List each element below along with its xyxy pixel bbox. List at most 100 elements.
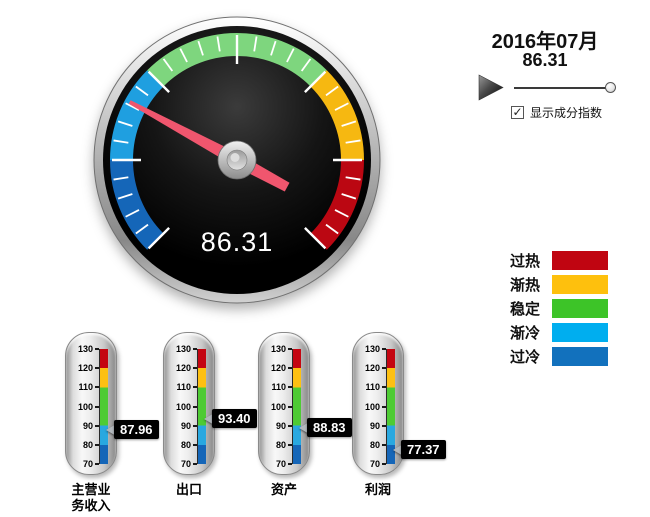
date-label: 2016年07月	[491, 31, 599, 53]
thermo-tick-label: 130	[175, 344, 191, 354]
thermo-zone-bar	[293, 349, 301, 464]
gauge-minor-tick	[300, 58, 312, 72]
gauge-zone	[310, 70, 364, 161]
gauge-minor-tick	[113, 176, 129, 181]
gauge-minor-tick	[117, 120, 133, 127]
thermo-axis	[99, 349, 100, 464]
thermo-tick-dash	[288, 443, 292, 446]
thermo-tick-label: 70	[82, 459, 93, 469]
thermo-tick-label: 100	[270, 401, 286, 412]
gauge-value: 86.31	[200, 227, 274, 257]
legend-row: 渐冷	[510, 322, 608, 342]
check-icon: ✓	[512, 105, 523, 119]
gauge-major-tick	[147, 70, 170, 93]
zone-legend: 过热渐热稳定渐冷过冷	[510, 250, 608, 370]
legend-color-swatch	[552, 322, 608, 342]
thermo-tick-label: 120	[364, 363, 380, 374]
gauge-minor-tick	[216, 36, 221, 52]
thermo-value-tooltip: 93.40	[212, 409, 257, 429]
gauge-minor-tick	[125, 102, 140, 111]
time-slider[interactable]	[514, 82, 616, 93]
thermo-tick-dash	[95, 386, 99, 389]
thermo-tick-dash	[288, 463, 292, 465]
thermo-tick-label: 110	[176, 382, 191, 393]
thermo-tick-label: 70	[369, 459, 380, 469]
index-value-label: 86.31	[522, 50, 568, 70]
gauge-major-tick	[147, 227, 170, 250]
hub-highlight	[230, 153, 240, 162]
thermo-tick-dash	[193, 463, 197, 465]
gauge-zone	[110, 70, 164, 161]
gauge-minor-tick	[179, 48, 188, 63]
slider-handle[interactable]	[605, 82, 616, 93]
gauge-minor-tick	[341, 120, 357, 127]
thermo-value-tooltip: 88.83	[307, 417, 352, 437]
thermometer-body: 70 80 90 100 110 120 130 93.40	[163, 332, 257, 475]
thermometer-body: 70 80 90 100 110 120 130 88.83	[258, 332, 352, 475]
thermo-tick-dash	[193, 405, 197, 408]
gauge-minor-tick	[341, 193, 357, 200]
gauge-zone	[110, 159, 164, 250]
thermo-tick-label: 80	[369, 439, 380, 450]
gauge-minor-tick	[197, 40, 204, 56]
gauge-minor-tick	[345, 139, 361, 144]
thermo-tick-label: 130	[364, 344, 380, 354]
gauge-minor-tick	[253, 36, 258, 52]
thermo-tick-dash	[95, 348, 99, 350]
legend-color-swatch	[552, 274, 608, 294]
thermo-tick-dash	[288, 405, 292, 408]
gauge-minor-tick	[334, 102, 349, 111]
thermo-tick-dash	[288, 386, 292, 389]
thermo-tick-dash	[382, 405, 386, 408]
legend-label: 渐冷	[510, 324, 541, 342]
thermometer: 70 80 90 100 110 120 130 77.37 利润	[352, 332, 446, 497]
thermo-tick-label: 90	[180, 420, 191, 431]
thermo-zone-bar	[387, 349, 395, 464]
gauge-hub	[217, 140, 257, 180]
thermo-tick-label: 70	[275, 459, 286, 469]
thermo-tick-dash	[288, 348, 292, 350]
show-components-checkbox[interactable]: ✓	[511, 106, 524, 119]
thermo-tick-dash	[382, 463, 386, 465]
thermo-tick-dash	[95, 424, 99, 427]
thermometer-body: 70 80 90 100 110 120 130 87.96	[65, 332, 159, 475]
thermo-tick-dash	[193, 443, 197, 446]
legend-row: 渐热	[510, 274, 608, 294]
legend-row: 过冷	[510, 346, 608, 366]
legend-color-swatch	[552, 250, 608, 270]
thermo-tick-label: 80	[275, 439, 286, 450]
thermo-tick-dash	[382, 443, 386, 446]
legend-color-swatch	[552, 346, 608, 366]
thermo-tick-label: 120	[270, 363, 286, 374]
thermo-tick-label: 90	[82, 420, 93, 431]
gauge-minor-tick	[117, 193, 133, 200]
thermo-tick-dash	[382, 367, 386, 370]
thermo-tick-dash	[95, 463, 99, 465]
legend-row: 过热	[510, 250, 608, 270]
thermo-axis	[292, 349, 293, 464]
thermo-tick-dash	[288, 424, 292, 427]
legend-label: 过冷	[510, 348, 541, 366]
thermo-tick-label: 120	[77, 363, 93, 374]
legend-row: 稳定	[510, 298, 608, 318]
gauge-minor-tick	[270, 40, 277, 56]
gauge-minor-tick	[325, 223, 339, 235]
legend-label: 稳定	[510, 300, 541, 318]
thermo-tick-label: 70	[180, 459, 191, 469]
thermo-tick-label: 110	[78, 382, 93, 393]
thermometer: 70 80 90 100 110 120 130 93.40 出口	[163, 332, 257, 497]
gauge-minor-tick	[286, 48, 295, 63]
gauge-dial	[93, 16, 381, 304]
thermometer: 70 80 90 100 110 120 130 87.96 主营业 务收入	[65, 332, 159, 513]
thermo-tick-dash	[95, 443, 99, 446]
gauge-minor-tick	[135, 85, 149, 97]
thermo-tick-dash	[193, 424, 197, 427]
thermo-tick-label: 100	[77, 401, 93, 412]
thermo-tick-label: 120	[175, 363, 191, 374]
gauge-minor-tick	[345, 176, 361, 181]
thermo-axis	[197, 349, 198, 464]
play-button[interactable]	[477, 74, 505, 101]
gauge-minor-tick	[113, 139, 129, 144]
thermo-tick-dash	[382, 348, 386, 350]
thermo-tick-label: 130	[270, 344, 286, 354]
